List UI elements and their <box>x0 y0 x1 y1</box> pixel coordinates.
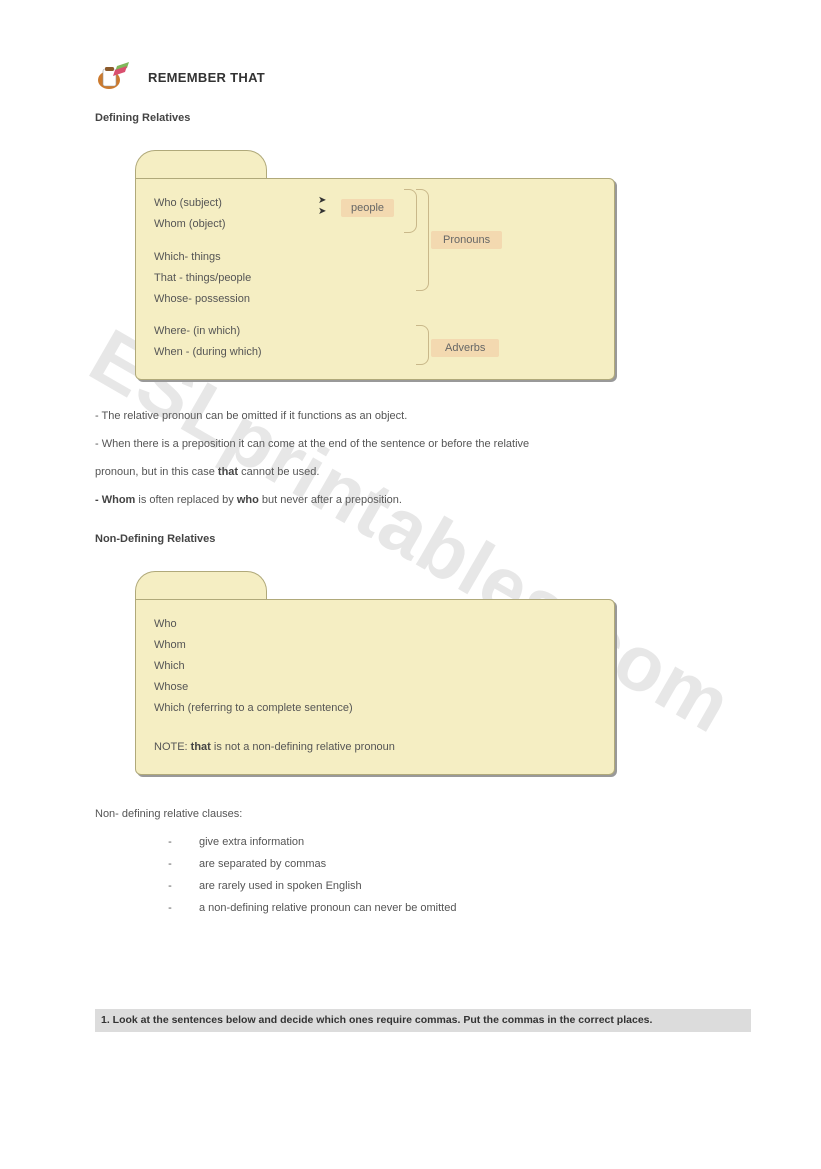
nd-whom: Whom <box>154 635 596 656</box>
note1: - The relative pronoun can be omitted if… <box>95 405 751 427</box>
nd-note-pre: NOTE: <box>154 741 191 753</box>
line-whose: Whose- possession <box>154 289 596 310</box>
section2-heading: Non-Defining Relatives <box>95 533 751 545</box>
folder-tab <box>135 150 267 179</box>
note3-bold: who <box>237 494 259 506</box>
section1-heading: Defining Relatives <box>95 112 751 124</box>
exercise-instruction: 1. Look at the sentences below and decid… <box>95 1009 751 1033</box>
note2a: - When there is a preposition it can com… <box>95 433 751 455</box>
note2b-pre: pronoun, but in this case <box>95 466 218 478</box>
note3: - Whom is often replaced by who but neve… <box>95 489 751 511</box>
folder-body: Who (subject) Whom (object) Which- thing… <box>135 178 615 380</box>
note2b-post: cannot be used. <box>238 466 319 478</box>
folder-body-2: Who Whom Which Whose Which (referring to… <box>135 599 615 774</box>
clause3: are rarely used in spoken English <box>199 875 362 897</box>
pronouns-label: Pronouns <box>431 231 502 249</box>
line-whom: Whom (object) <box>154 214 596 235</box>
line-that: That - things/people <box>154 268 596 289</box>
bracket-adverbs <box>416 325 429 365</box>
nd-which-sentence: Which (referring to a complete sentence) <box>154 698 596 719</box>
dash-icon: - <box>165 897 175 919</box>
nd-whose: Whose <box>154 677 596 698</box>
note2b-bold: that <box>218 466 238 478</box>
clause1: give extra information <box>199 831 304 853</box>
note2b: pronoun, but in this case that cannot be… <box>95 461 751 483</box>
clauses-list: - give extra information - are separated b… <box>165 831 751 919</box>
folder-nondefining: Who Whom Which Whose Which (referring to… <box>135 570 615 774</box>
line-which: Which- things <box>154 247 596 268</box>
note3-post: but never after a preposition. <box>259 494 402 506</box>
bracket-pronouns <box>416 189 429 291</box>
list-item: - give extra information <box>165 831 751 853</box>
clauses-intro: Non- defining relative clauses: <box>95 803 751 825</box>
folder-tab-2 <box>135 571 267 600</box>
list-item: - are rarely used in spoken English <box>165 875 751 897</box>
list-item: - are separated by commas <box>165 853 751 875</box>
line-where: Where- (in which) <box>154 321 596 342</box>
nd-who: Who <box>154 614 596 635</box>
dash-icon: - <box>165 853 175 875</box>
dash-icon: - <box>165 831 175 853</box>
page-title: REMEMBER THAT <box>148 70 265 85</box>
nd-note: NOTE: that is not a non-defining relativ… <box>154 737 596 758</box>
arrow-icons: ➤➤ <box>318 195 326 217</box>
adverbs-label: Adverbs <box>431 339 499 357</box>
dash-icon: - <box>165 875 175 897</box>
header: REMEMBER THAT <box>95 60 751 94</box>
note3-pre: - Whom <box>95 494 135 506</box>
list-item: - a non-defining relative pronoun can nev… <box>165 897 751 919</box>
nd-note-bold: that <box>191 741 211 753</box>
nd-note-post: is not a non-defining relative pronoun <box>211 741 395 753</box>
clause2: are separated by commas <box>199 853 326 875</box>
clause4: a non-defining relative pronoun can neve… <box>199 897 456 919</box>
people-label: people <box>341 199 394 217</box>
clipboard-icon <box>95 60 133 94</box>
line-when: When - (during which) <box>154 342 596 363</box>
folder-defining: Who (subject) Whom (object) Which- thing… <box>135 149 615 380</box>
page: ESLprintables.com REMEMBER THAT Defining… <box>0 0 821 1062</box>
note3-mid: is often replaced by <box>135 494 237 506</box>
nd-which: Which <box>154 656 596 677</box>
